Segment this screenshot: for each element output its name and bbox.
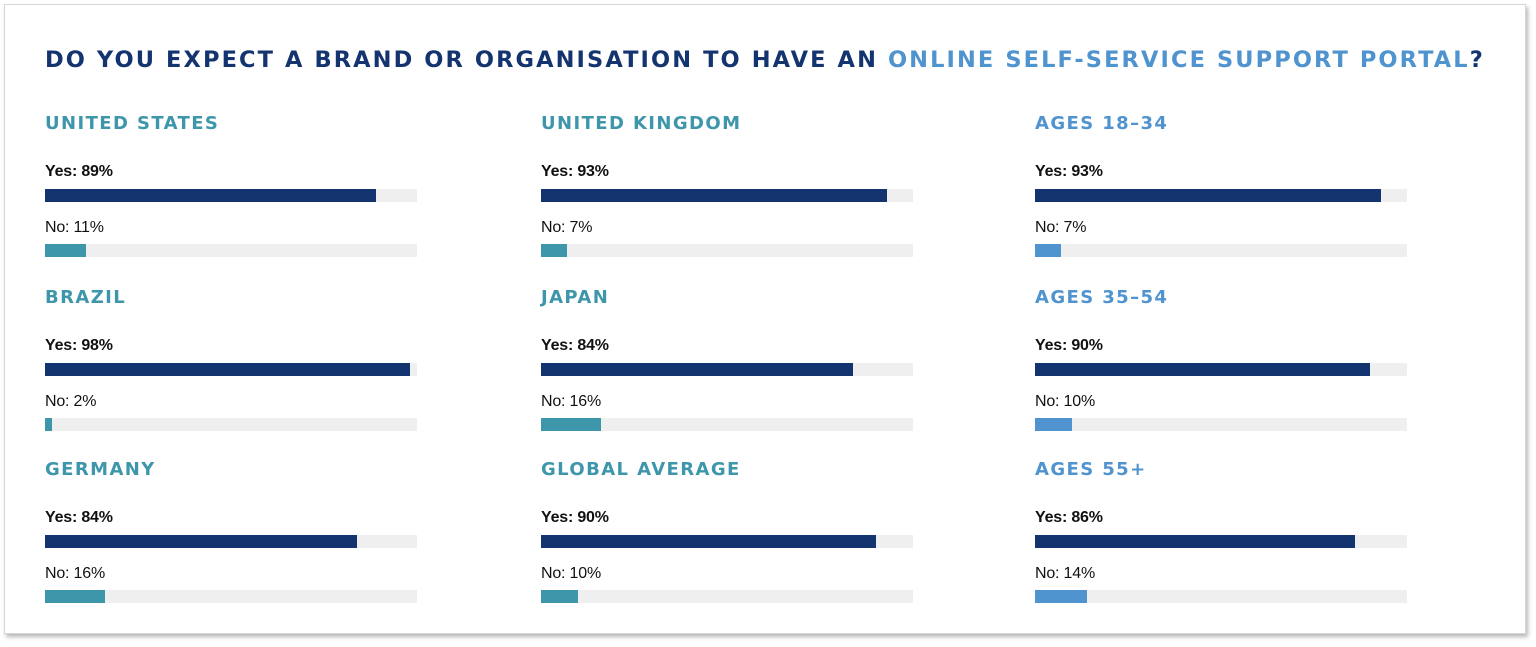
no-bar [541,244,568,257]
yes-label: Yes: 98% [45,337,113,354]
no-bar [541,418,601,431]
yes-bar [45,535,358,548]
no-label: No: 16% [45,565,105,582]
bar-track [541,244,913,257]
yes-label: Yes: 90% [1035,337,1103,354]
yes-label: Yes: 93% [541,163,609,180]
group-title: BRAZIL [45,287,127,308]
group-title: UNITED KINGDOM [541,113,742,134]
group-title: UNITED STATES [45,113,220,134]
yes-bar [1035,189,1381,202]
group-title: GERMANY [45,459,156,480]
no-bar [45,418,53,431]
bar-track [541,590,913,603]
chart-title-highlight: ONLINE SELF-SERVICE SUPPORT PORTAL [887,47,1470,73]
bar-track [541,363,913,376]
chart-title: DO YOU EXPECT A BRAND OR ORGANISATION TO… [45,47,1485,73]
yes-label: Yes: 89% [45,163,113,180]
no-label: No: 7% [1035,219,1087,236]
bar-track [1035,590,1407,603]
bar-track [45,244,417,257]
infographic-card: DO YOU EXPECT A BRAND OR ORGANISATION TO… [4,4,1526,634]
no-label: No: 2% [45,393,97,410]
no-bar [1035,244,1062,257]
yes-label: Yes: 84% [45,509,113,526]
bar-track [45,590,417,603]
group-title: AGES 18–34 [1035,113,1169,134]
bar-track [1035,418,1407,431]
bar-track [1035,244,1407,257]
group-title: JAPAN [541,287,610,308]
no-bar [541,590,579,603]
bar-track [541,535,913,548]
yes-bar [45,189,377,202]
yes-label: Yes: 86% [1035,509,1103,526]
bar-track [45,418,417,431]
yes-bar [541,189,887,202]
chart-title-prefix: DO YOU EXPECT A BRAND OR ORGANISATION TO… [45,47,888,73]
no-bar [1035,590,1088,603]
no-label: No: 10% [541,565,601,582]
bar-track [1035,189,1407,202]
group-title: AGES 35–54 [1035,287,1169,308]
bar-track [541,418,913,431]
no-bar [45,590,105,603]
group-title: AGES 55+ [1035,459,1147,480]
no-bar [45,244,86,257]
yes-bar [1035,535,1355,548]
no-bar [1035,418,1073,431]
yes-bar [541,535,876,548]
yes-label: Yes: 90% [541,509,609,526]
bar-track [45,535,417,548]
no-label: No: 7% [541,219,593,236]
bar-track [45,189,417,202]
bar-track [541,189,913,202]
yes-bar [1035,363,1370,376]
bar-track [45,363,417,376]
no-label: No: 10% [1035,393,1095,410]
no-label: No: 14% [1035,565,1095,582]
group-title: GLOBAL AVERAGE [541,459,741,480]
yes-label: Yes: 93% [1035,163,1103,180]
yes-bar [541,363,854,376]
chart-title-suffix: ? [1469,47,1485,73]
bar-track [1035,363,1407,376]
bar-track [1035,535,1407,548]
yes-bar [45,363,410,376]
no-label: No: 16% [541,393,601,410]
yes-label: Yes: 84% [541,337,609,354]
no-label: No: 11% [45,219,104,236]
